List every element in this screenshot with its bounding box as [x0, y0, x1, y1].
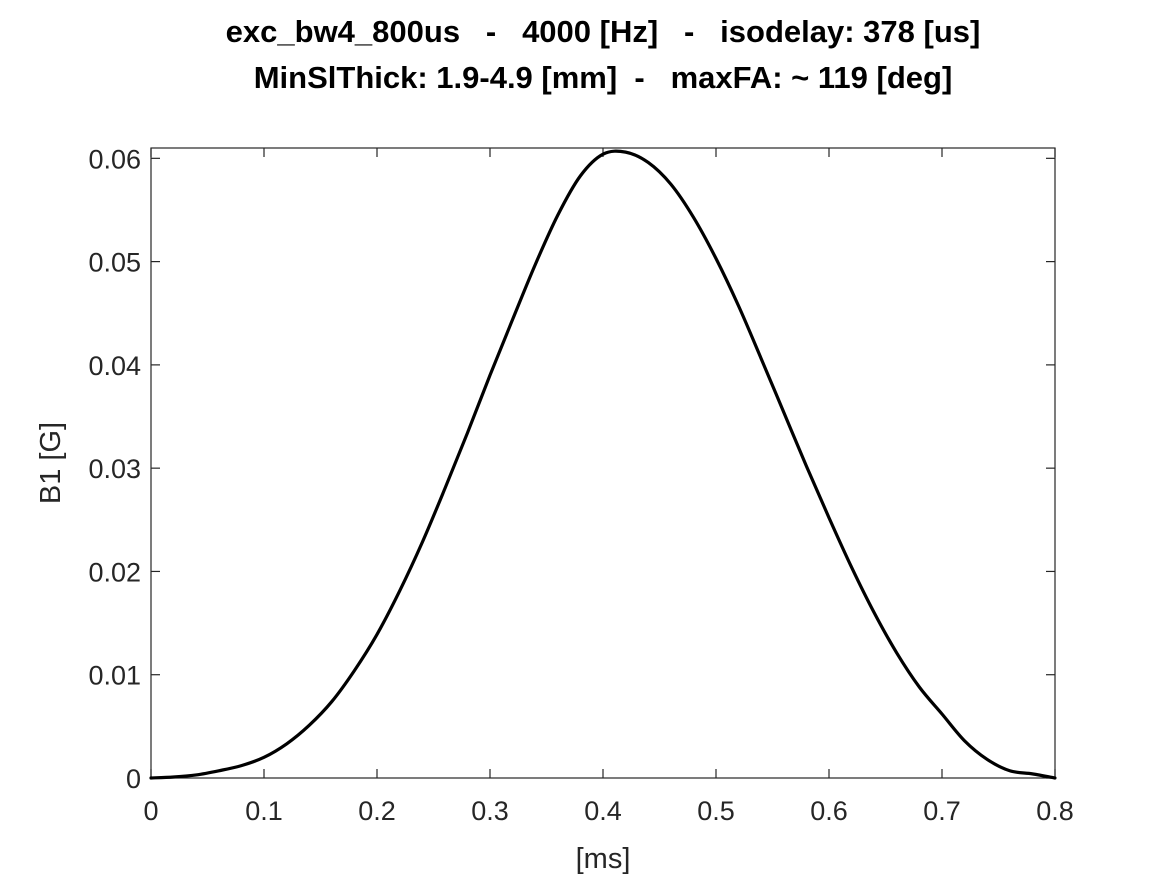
- y-ticks: 0 0.01 0.02 0.03 0.04 0.05 0.06: [88, 144, 1055, 794]
- y-tick-label: 0.02: [88, 557, 141, 587]
- y-tick-label: 0.03: [88, 454, 141, 484]
- x-axis-label: [ms]: [576, 843, 631, 875]
- x-ticks: 0 0.1 0.2 0.3 0.4 0.5 0.6 0.7 0.8: [143, 148, 1074, 826]
- x-tick-label: 0.5: [697, 796, 735, 826]
- x-tick-label: 0.3: [471, 796, 509, 826]
- y-tick-label: 0.01: [88, 661, 141, 691]
- x-tick-label: 0.4: [584, 796, 622, 826]
- y-axis-label: B1 [G]: [35, 422, 67, 504]
- x-tick-label: 0: [143, 796, 158, 826]
- series-layer: [149, 149, 1057, 780]
- x-tick-label: 0.6: [810, 796, 848, 826]
- chart-title-line-1: exc_bw4_800us - 4000 [Hz] - isodelay: 37…: [226, 14, 981, 49]
- chart-title-line-2: MinSlThick: 1.9-4.9 [mm] - maxFA: ~ 119 …: [254, 60, 953, 95]
- plot-area: 0 0.1 0.2 0.3 0.4 0.5 0.6 0.7 0.8 00.010.020.030…: [88, 144, 1073, 826]
- x-tick-label: 0.1: [245, 796, 283, 826]
- y-tick-label: 0.05: [88, 248, 141, 278]
- axes-box: [150, 147, 1056, 779]
- x-tick-label: 0.2: [358, 796, 396, 826]
- y-tick-label: 0.06: [88, 144, 141, 174]
- x-tick-label: 0.7: [923, 796, 961, 826]
- series-line: [149, 149, 1057, 780]
- y-tick-label: 0: [126, 764, 141, 794]
- x-tick-label: 0.8: [1036, 796, 1074, 826]
- y-tick-label: 0.04: [88, 351, 141, 381]
